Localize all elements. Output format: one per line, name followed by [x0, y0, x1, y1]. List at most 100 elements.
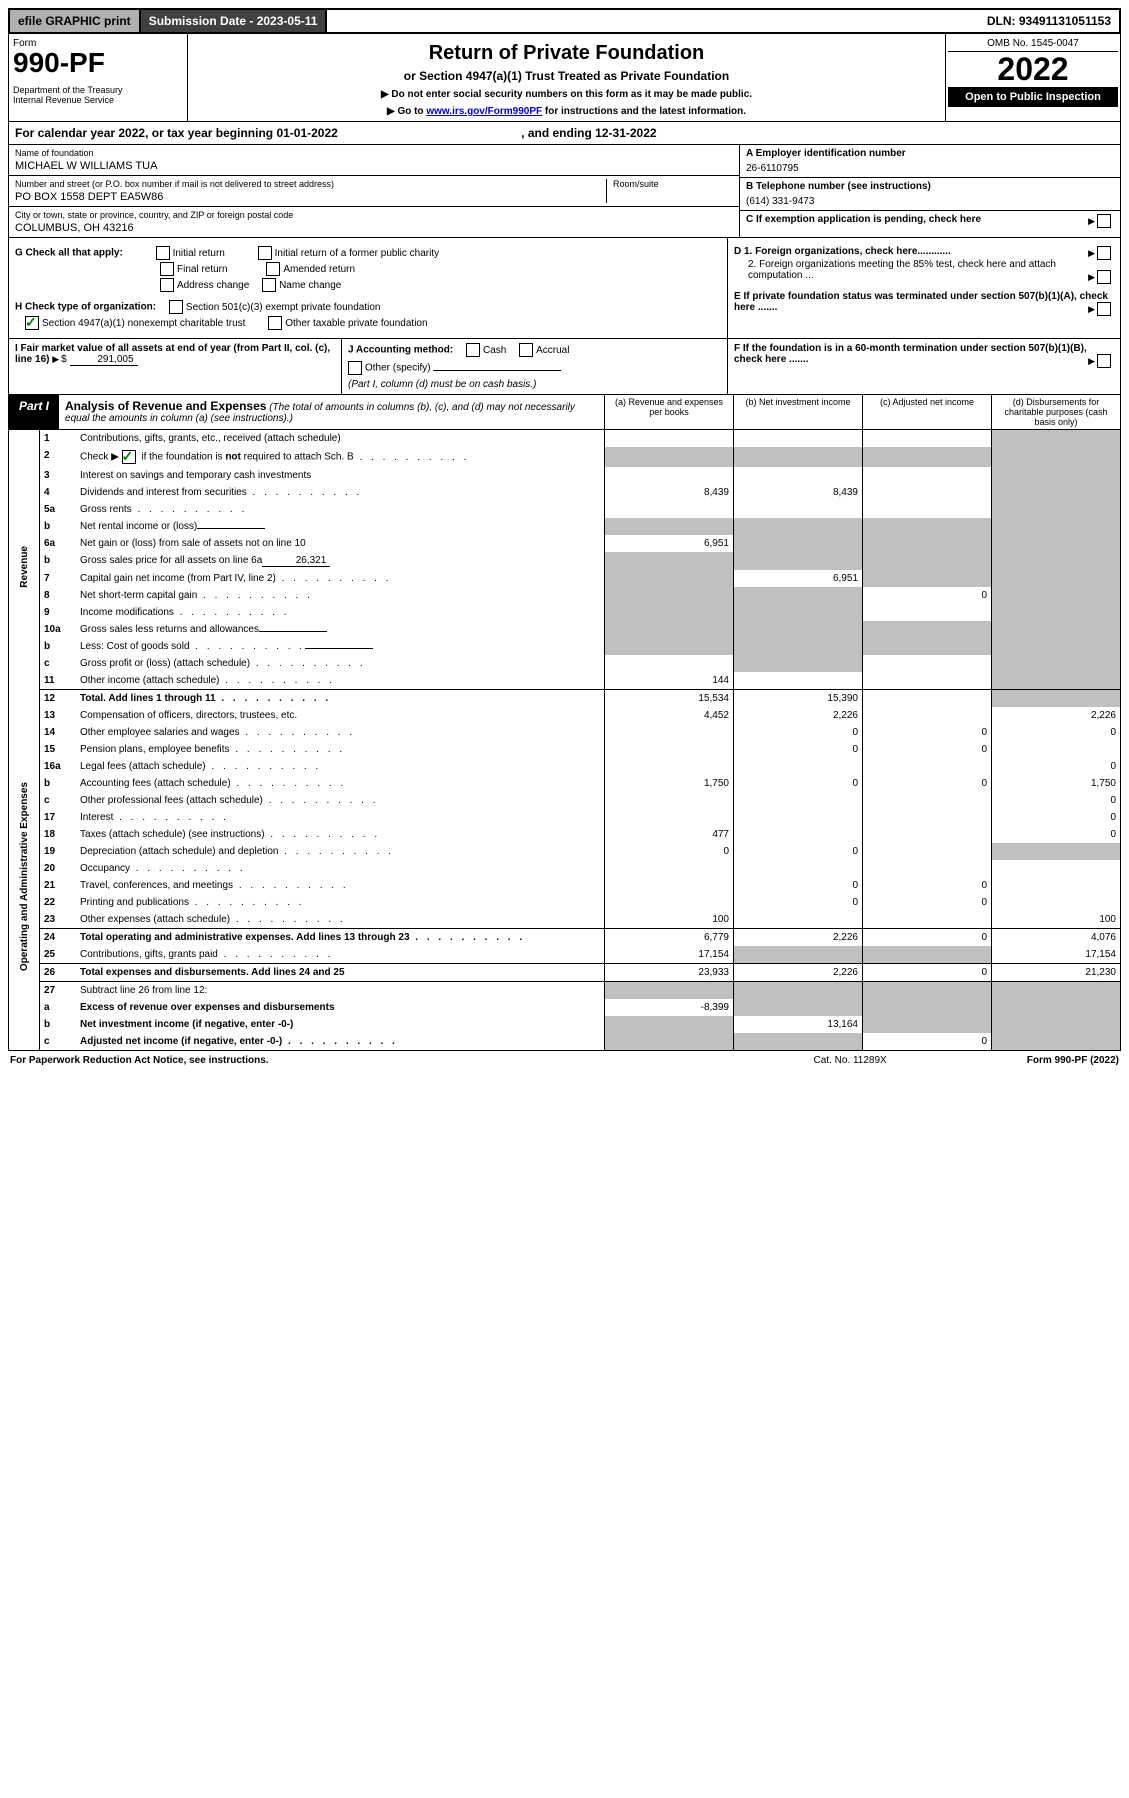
amount-cell: [992, 672, 1121, 690]
line-number: c: [40, 1033, 77, 1051]
line-description: Net rental income or (loss): [76, 518, 605, 535]
amount-cell: 8,439: [734, 484, 863, 501]
amount-cell: 2,226: [734, 929, 863, 947]
amount-cell: [992, 604, 1121, 621]
tax-year: 2022: [948, 52, 1118, 87]
table-row: 10aGross sales less returns and allowanc…: [9, 621, 1121, 638]
h-501c3[interactable]: [169, 300, 183, 314]
amount-cell: [734, 860, 863, 877]
table-row: Operating and Administrative Expenses13C…: [9, 707, 1121, 724]
amount-cell: [605, 809, 734, 826]
table-row: 4Dividends and interest from securities8…: [9, 484, 1121, 501]
amount-cell: [863, 552, 992, 570]
h-4947a1[interactable]: [25, 316, 39, 330]
g-initial-return[interactable]: [156, 246, 170, 260]
amount-cell: [992, 467, 1121, 484]
table-row: 3Interest on savings and temporary cash …: [9, 467, 1121, 484]
amount-cell: 0: [992, 758, 1121, 775]
line-number: 6a: [40, 535, 77, 552]
j-cash[interactable]: [466, 343, 480, 357]
amount-cell: [605, 758, 734, 775]
amount-cell: 0: [863, 877, 992, 894]
h-opt-1: Section 4947(a)(1) nonexempt charitable …: [42, 318, 245, 329]
part1-header: Part I Analysis of Revenue and Expenses …: [8, 395, 1121, 430]
amount-cell: [992, 552, 1121, 570]
table-row: 24Total operating and administrative exp…: [9, 929, 1121, 947]
line-description: Depreciation (attach schedule) and deple…: [76, 843, 605, 860]
line-number: 7: [40, 570, 77, 587]
j-other[interactable]: [348, 361, 362, 375]
amount-cell: [605, 1033, 734, 1051]
amount-cell: 0: [992, 792, 1121, 809]
analysis-table: Revenue1Contributions, gifts, grants, et…: [8, 430, 1121, 1051]
amount-cell: 17,154: [992, 946, 1121, 964]
amount-cell: [863, 826, 992, 843]
h-other-taxable[interactable]: [268, 316, 282, 330]
line-description: Check ▶ if the foundation is not require…: [76, 447, 605, 467]
irs-link[interactable]: www.irs.gov/Form990PF: [426, 106, 542, 117]
foundation-name-cell: Name of foundation MICHAEL W WILLIAMS TU…: [9, 145, 739, 176]
amount-cell: [992, 860, 1121, 877]
amount-cell: [605, 604, 734, 621]
line-number: 14: [40, 724, 77, 741]
amount-cell: [992, 430, 1121, 447]
g-name-change[interactable]: [262, 278, 276, 292]
amount-cell: [605, 655, 734, 672]
form-header: Form 990-PF Department of the Treasury I…: [8, 34, 1121, 122]
table-row: cAdjusted net income (if negative, enter…: [9, 1033, 1121, 1051]
j-opt-1: Accrual: [536, 345, 569, 356]
ssn-warning: ▶ Do not enter social security numbers o…: [192, 89, 941, 100]
amount-cell: 2,226: [992, 707, 1121, 724]
line-description: Accounting fees (attach schedule): [76, 775, 605, 792]
table-row: 11Other income (attach schedule)144: [9, 672, 1121, 690]
amount-cell: 100: [992, 911, 1121, 929]
amount-cell: [605, 894, 734, 911]
col-c-head: (c) Adjusted net income: [863, 395, 992, 429]
g-address-change[interactable]: [160, 278, 174, 292]
d2-checkbox[interactable]: [1097, 270, 1111, 284]
cal-year-end: , and ending 12-31-2022: [521, 126, 656, 140]
amount-cell: [605, 501, 734, 518]
amount-cell: [992, 690, 1121, 708]
top-bar: efile GRAPHIC print Submission Date - 20…: [8, 8, 1121, 34]
f-label: F If the foundation is in a 60-month ter…: [734, 343, 1087, 365]
table-row: bGross sales price for all assets on lin…: [9, 552, 1121, 570]
amount-cell: [992, 655, 1121, 672]
line-description: Other professional fees (attach schedule…: [76, 792, 605, 809]
amount-cell: [992, 1016, 1121, 1033]
g-initial-former[interactable]: [258, 246, 272, 260]
h-label: H Check type of organization:: [15, 302, 156, 313]
j-label: J Accounting method:: [348, 345, 453, 356]
amount-cell: [863, 447, 992, 467]
fmv-value: 291,005: [70, 354, 138, 366]
f-checkbox[interactable]: [1097, 354, 1111, 368]
amount-cell: [734, 447, 863, 467]
line-description: Other expenses (attach schedule): [76, 911, 605, 929]
line-number: c: [40, 792, 77, 809]
g-amended-return[interactable]: [266, 262, 280, 276]
c-checkbox[interactable]: [1097, 214, 1111, 228]
line-description: Gross sales price for all assets on line…: [76, 552, 605, 570]
amount-cell: 15,390: [734, 690, 863, 708]
amount-cell: 2,226: [734, 707, 863, 724]
line-number: b: [40, 638, 77, 655]
efile-print-button[interactable]: efile GRAPHIC print: [10, 10, 141, 32]
g-final-return[interactable]: [160, 262, 174, 276]
header-left: Form 990-PF Department of the Treasury I…: [9, 34, 188, 121]
j-accrual[interactable]: [519, 343, 533, 357]
line-number: 3: [40, 467, 77, 484]
line-description: Income modifications: [76, 604, 605, 621]
line-description: Less: Cost of goods sold: [76, 638, 605, 655]
amount-cell: [734, 1033, 863, 1051]
d1-checkbox[interactable]: [1097, 246, 1111, 260]
j-opt-0: Cash: [483, 345, 506, 356]
e-checkbox[interactable]: [1097, 302, 1111, 316]
amount-cell: [992, 621, 1121, 638]
amount-cell: [605, 724, 734, 741]
amount-cell: [734, 604, 863, 621]
amount-cell: [734, 655, 863, 672]
cal-year-begin: For calendar year 2022, or tax year begi…: [15, 126, 338, 140]
foundation-name: MICHAEL W WILLIAMS TUA: [15, 160, 733, 172]
line-description: Adjusted net income (if negative, enter …: [76, 1033, 605, 1051]
line-description: Printing and publications: [76, 894, 605, 911]
